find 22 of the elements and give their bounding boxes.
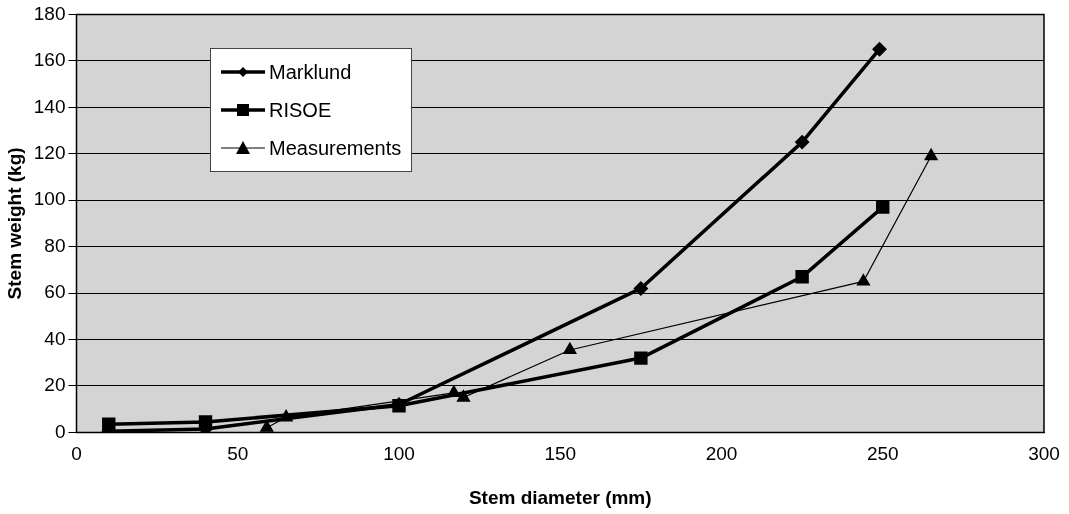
- x-tick-label: 50: [227, 443, 249, 465]
- legend-label: Marklund: [269, 60, 352, 84]
- x-tick-label: 100: [383, 443, 415, 465]
- y-tick-label: 160: [33, 49, 66, 71]
- x-tick-label: 0: [71, 443, 82, 465]
- y-tick-label: 80: [44, 234, 66, 256]
- y-tick-label: 0: [54, 420, 66, 442]
- x-tick-label: 150: [544, 443, 577, 465]
- y-tick-label: 120: [33, 141, 66, 163]
- y-tick-label: 60: [44, 281, 66, 303]
- x-axis-title: Stem diameter (mm): [468, 486, 652, 508]
- legend-label: RISOE: [269, 98, 332, 122]
- legend-label: Measurements: [269, 136, 402, 160]
- y-tick-label: 100: [33, 188, 66, 210]
- y-axis-title: Stem weight (kg): [3, 147, 25, 300]
- y-tick-label: 40: [44, 327, 66, 349]
- x-tick-label: 300: [1028, 443, 1060, 465]
- y-tick-label: 140: [33, 95, 66, 117]
- x-tick-label: 200: [705, 443, 738, 465]
- x-tick-label: 250: [866, 443, 899, 465]
- y-tick-label: 20: [44, 374, 66, 396]
- y-tick-label: 180: [33, 2, 66, 24]
